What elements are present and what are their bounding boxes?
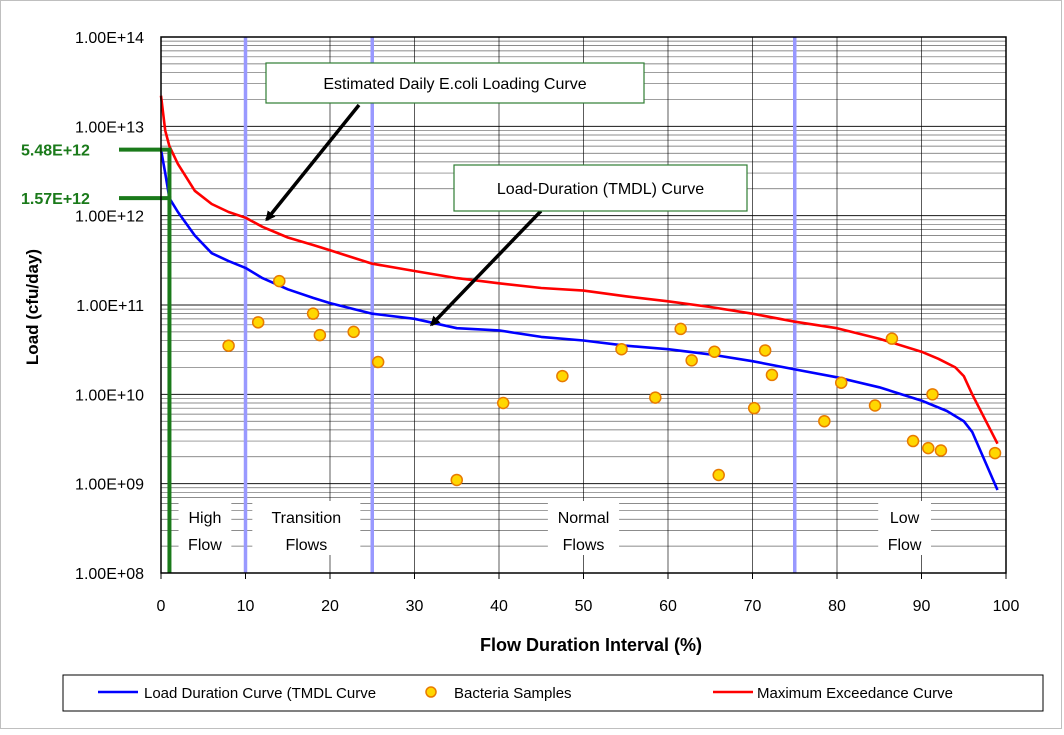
bacteria-sample-point (615, 342, 628, 356)
legend-box (62, 674, 1044, 712)
zone-label: Low (890, 510, 920, 527)
x-tick-label: 90 (913, 598, 931, 615)
y-tick-label: 1.00E+08 (75, 566, 144, 583)
bacteria-sample-point (906, 434, 920, 448)
bacteria-sample-point (685, 354, 698, 367)
bacteria-sample-point (712, 468, 725, 482)
y-tick-label: 1.00E+14 (75, 30, 144, 47)
bacteria-sample-point (868, 399, 882, 412)
zone-label: Flow (188, 537, 222, 554)
legend: Load Duration Curve (TMDL Curve Bacteria … (62, 674, 1044, 712)
y-tick-label: 1.00E+12 (75, 209, 144, 226)
zone-label: High (188, 510, 221, 527)
x-axis-title: Flow Duration Interval (%) (480, 635, 702, 655)
bacteria-sample-point (347, 325, 360, 339)
bacteria-sample-point (496, 396, 510, 410)
x-tick-label: 30 (406, 598, 424, 615)
y-tick-label: 1.00E+10 (75, 387, 144, 404)
bacteria-sample-point (708, 345, 721, 358)
bacteria-sample-point (988, 446, 1002, 460)
bacteria-sample-point (251, 316, 265, 329)
zone-label: Transition (272, 510, 342, 527)
bacteria-sample-point (371, 355, 385, 369)
x-tick-label: 100 (993, 598, 1020, 615)
y-axis-title: Load (cfu/day) (23, 249, 42, 365)
y-tick-label: 1.00E+13 (75, 119, 144, 136)
legend-label: Maximum Exceedance Curve (757, 685, 953, 702)
legend-label: Load Duration Curve (TMDL Curve (144, 685, 376, 702)
annotation-box (453, 164, 748, 212)
zone-label-bg (178, 501, 232, 555)
bacteria-sample-point (222, 339, 235, 352)
grid (160, 37, 1007, 573)
x-tick-label: 70 (744, 598, 762, 615)
marker-lines: 5.48E+12 1.57E+12 (21, 143, 172, 573)
bacteria-sample-point (313, 328, 327, 342)
series (159, 95, 1002, 491)
marker-label: 1.57E+12 (21, 191, 90, 208)
zone-label-bg (547, 501, 620, 555)
x-tick-label: 0 (157, 598, 166, 615)
bacteria-sample-point (649, 391, 662, 404)
zone-label: Normal (558, 510, 610, 527)
bacteria-sample-point (765, 368, 779, 382)
legend-dot-swatch (425, 686, 437, 698)
annotation-arrow (265, 103, 361, 222)
axes: 1.00E+08 1.00E+09 1.00E+10 1.00E+11 1.00E+12… (75, 30, 1019, 615)
zone-label: Flow (888, 537, 922, 554)
annotation-box (265, 62, 645, 104)
bacteria-sample-point (834, 376, 848, 389)
annotations: Estimated Daily E.coli Loading Curve Load… (265, 62, 748, 327)
legend-label: Bacteria Samples (454, 685, 572, 702)
x-tick-label: 60 (659, 598, 677, 615)
bacteria-sample-point (306, 307, 320, 320)
bacteria-sample-point (747, 401, 761, 415)
bacteria-sample-point (922, 441, 935, 455)
x-tick-label: 40 (490, 598, 508, 615)
maximum-exceedance-curve (159, 95, 999, 445)
annotation-text: Estimated Daily E.coli Loading Curve (323, 76, 586, 93)
bacteria-sample-point (926, 388, 939, 401)
bacteria-sample-point (818, 414, 831, 428)
zone-label: Flows (563, 537, 605, 554)
bacteria-sample-point (885, 332, 899, 345)
y-tick-label: 1.00E+09 (75, 477, 144, 494)
flow-zones: High Flow Transition Flows Normal Flows Low Flo… (178, 37, 931, 573)
zone-label-bg (252, 501, 361, 555)
bacteria-sample-point (934, 444, 948, 457)
annotation-text: Load-Duration (TMDL) Curve (497, 181, 704, 198)
marker-label: 5.48E+12 (21, 143, 90, 160)
bacteria-sample-point (450, 473, 463, 487)
x-tick-label: 50 (575, 598, 593, 615)
x-tick-label: 10 (237, 598, 255, 615)
bacteria-sample-point (674, 322, 687, 336)
zone-label-bg (878, 501, 931, 555)
bacteria-sample-point (273, 274, 286, 288)
x-tick-label: 20 (321, 598, 339, 615)
annotation-arrow (430, 209, 543, 327)
bacteria-sample-point (758, 344, 772, 357)
zone-label: Flows (285, 537, 327, 554)
load-duration-curve (159, 149, 999, 491)
x-tick-label: 80 (828, 598, 846, 615)
y-tick-label: 1.00E+11 (76, 298, 144, 315)
bacteria-sample-point (556, 369, 569, 383)
